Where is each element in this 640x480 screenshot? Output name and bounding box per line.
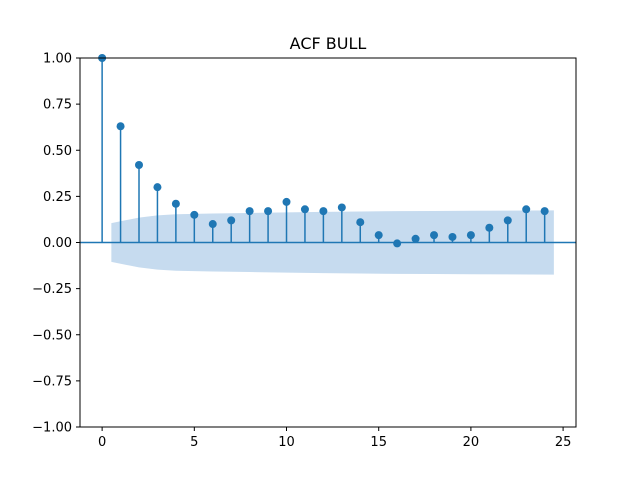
- acf-point: [393, 239, 402, 248]
- acf-point: [282, 197, 291, 206]
- x-tick-label: 10: [278, 435, 295, 450]
- acf-point: [190, 210, 199, 219]
- acf-point: [116, 122, 125, 131]
- x-tick-label: 0: [98, 435, 106, 450]
- acf-point: [135, 161, 144, 170]
- acf-point: [208, 220, 217, 229]
- acf-point: [300, 205, 309, 214]
- y-tick-label: 0.00: [43, 236, 72, 251]
- x-tick-label: 25: [555, 435, 572, 450]
- acf-point: [153, 183, 162, 192]
- y-tick-label: −1.00: [32, 421, 72, 436]
- acf-point: [245, 207, 254, 216]
- acf-point: [466, 231, 475, 240]
- x-tick-label: 20: [463, 435, 480, 450]
- acf-point: [264, 207, 273, 216]
- y-tick-layer: −1.00 −0.75 −0.50 −0.25 0.00 0.25 0.50 0.75 1.00: [32, 52, 80, 436]
- acf-point: [503, 216, 512, 225]
- marker-layer: [98, 54, 549, 248]
- y-tick-label: −0.25: [32, 282, 72, 297]
- x-tick-label: 15: [370, 435, 387, 450]
- y-tick-label: 0.25: [43, 190, 72, 205]
- acf-point: [430, 231, 439, 240]
- y-tick-label: 0.50: [43, 144, 72, 159]
- x-tick-label: 5: [190, 435, 198, 450]
- acf-point: [337, 203, 346, 212]
- acf-point: [522, 205, 531, 214]
- chart-title: ACF BULL: [290, 34, 367, 53]
- acf-point: [448, 232, 457, 241]
- y-tick-label: −0.50: [32, 328, 72, 343]
- acf-point: [540, 207, 549, 216]
- acf-point: [319, 207, 328, 216]
- acf-point: [374, 231, 383, 240]
- x-tick-layer: 0 5 10 15 20 25: [98, 427, 571, 450]
- acf-point: [227, 216, 236, 225]
- acf-point: [411, 234, 420, 243]
- acf-point: [485, 223, 494, 232]
- y-tick-label: 1.00: [43, 52, 72, 67]
- y-tick-label: −0.75: [32, 374, 72, 389]
- acf-point: [171, 199, 180, 208]
- acf-point: [356, 218, 365, 227]
- y-tick-label: 0.75: [43, 98, 72, 113]
